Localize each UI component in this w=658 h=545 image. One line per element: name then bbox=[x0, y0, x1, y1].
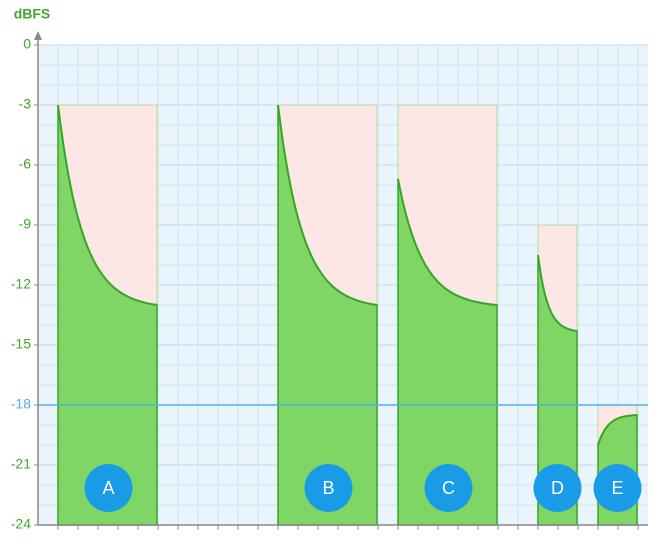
gain-curve bbox=[537, 254, 578, 332]
y-tick-label: 0 bbox=[23, 36, 31, 52]
y-tick-label: -18 bbox=[11, 396, 31, 412]
badge bbox=[424, 464, 473, 512]
badge bbox=[533, 464, 582, 512]
gain-curve bbox=[397, 178, 498, 306]
gain-curve bbox=[277, 104, 378, 306]
y-tick-label: -6 bbox=[19, 156, 32, 172]
badge-label: A bbox=[102, 478, 114, 498]
badge bbox=[593, 464, 642, 512]
y-axis-arrow bbox=[34, 31, 42, 40]
badge-label: E bbox=[611, 478, 623, 498]
y-tick-label: -24 bbox=[11, 516, 31, 532]
y-tick-label: -15 bbox=[11, 336, 31, 352]
badge-label: C bbox=[442, 478, 455, 498]
y-tick-label: -21 bbox=[11, 456, 31, 472]
badge-label: D bbox=[551, 478, 564, 498]
y-tick-label: -9 bbox=[19, 216, 32, 232]
y-tick-label: -3 bbox=[19, 96, 32, 112]
gain-curve bbox=[597, 414, 638, 446]
y-axis-label: dBFS bbox=[14, 6, 51, 22]
badge-label: B bbox=[322, 478, 334, 498]
badge bbox=[84, 464, 133, 512]
gain-curve bbox=[57, 104, 158, 306]
y-tick-label: -12 bbox=[11, 276, 31, 292]
badge bbox=[304, 464, 353, 512]
